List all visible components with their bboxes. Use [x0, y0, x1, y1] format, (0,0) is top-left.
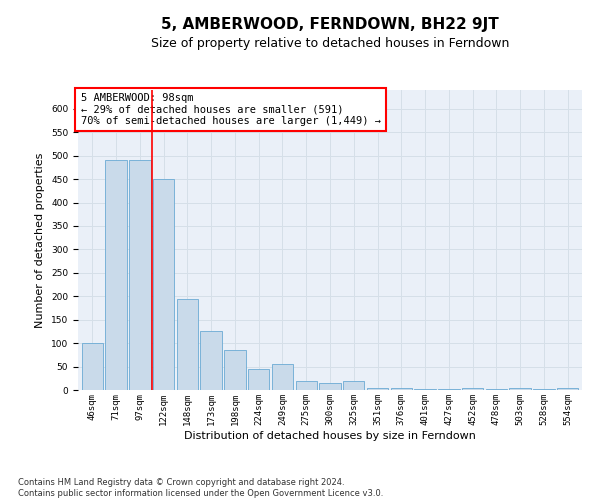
Text: 5 AMBERWOOD: 98sqm
← 29% of detached houses are smaller (591)
70% of semi-detach: 5 AMBERWOOD: 98sqm ← 29% of detached hou… [80, 93, 380, 126]
Bar [106, 160, 127, 390]
Bar [486, 389, 507, 390]
Bar [296, 380, 317, 390]
Bar [176, 298, 198, 390]
Bar [533, 389, 554, 390]
Bar [438, 389, 460, 390]
Text: 5, AMBERWOOD, FERNDOWN, BH22 9JT: 5, AMBERWOOD, FERNDOWN, BH22 9JT [161, 18, 499, 32]
Bar [129, 160, 151, 390]
Bar [391, 388, 412, 390]
Text: Size of property relative to detached houses in Ferndown: Size of property relative to detached ho… [151, 38, 509, 51]
Text: Contains HM Land Registry data © Crown copyright and database right 2024.
Contai: Contains HM Land Registry data © Crown c… [18, 478, 383, 498]
Y-axis label: Number of detached properties: Number of detached properties [35, 152, 46, 328]
Bar [272, 364, 293, 390]
Bar [153, 179, 174, 390]
Bar [462, 388, 484, 390]
Bar [415, 389, 436, 390]
Bar [224, 350, 245, 390]
Bar [200, 332, 222, 390]
Bar [82, 343, 103, 390]
Bar [319, 383, 341, 390]
Bar [367, 388, 388, 390]
X-axis label: Distribution of detached houses by size in Ferndown: Distribution of detached houses by size … [184, 430, 476, 440]
Bar [509, 388, 531, 390]
Bar [343, 380, 364, 390]
Bar [248, 369, 269, 390]
Bar [557, 388, 578, 390]
